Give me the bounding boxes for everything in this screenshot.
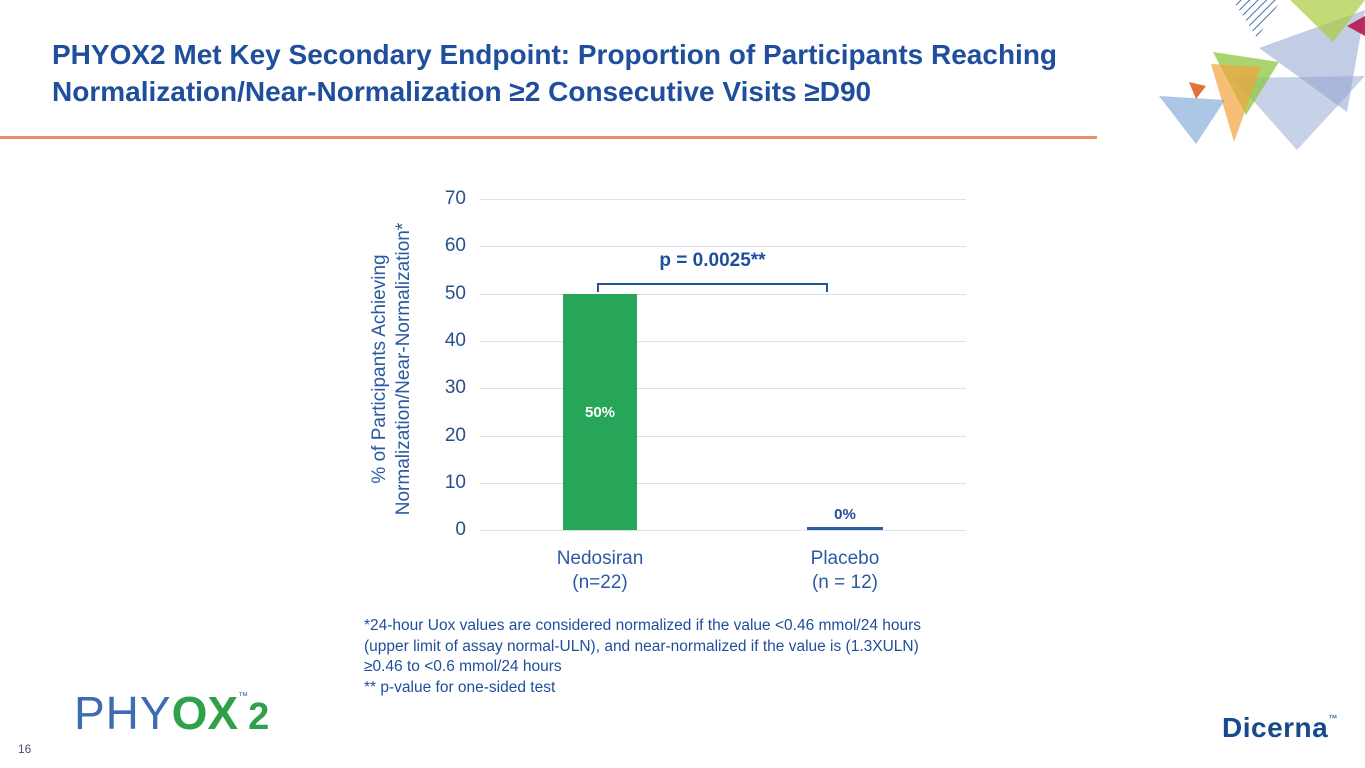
footnote-line-4: ** p-value for one-sided test — [364, 678, 556, 696]
x-category-nedosiran-count: (n=22) — [572, 572, 628, 593]
title-divider-line — [0, 136, 1097, 139]
x-category-placebo-count: (n = 12) — [811, 572, 878, 593]
gridline-70 — [480, 199, 966, 200]
lime-triangle-top — [1290, 0, 1365, 42]
footnote-line-1: *24-hour Uox values are considered norma… — [364, 617, 922, 634]
y-tick-50: 50 — [444, 283, 466, 304]
footnote-block: *24-hour Uox values are considered norma… — [364, 616, 1004, 698]
x-category-placebo: Placebo (n = 12) — [765, 547, 925, 595]
striped-triangle — [1233, 0, 1281, 38]
y-tick-30: 30 — [444, 377, 466, 398]
p-value-annotation: p = 0.0025** — [659, 250, 766, 271]
dicerna-logo-trademark: ™ — [1328, 713, 1338, 723]
y-tick-40: 40 — [444, 330, 466, 351]
y-tick-10: 10 — [444, 472, 466, 493]
x-category-nedosiran-name: Nedosiran — [556, 548, 644, 569]
footnote-line-2: (upper limit of assay normal-ULN), and n… — [364, 637, 919, 655]
gridline-50 — [480, 294, 966, 295]
lightblue-triangle — [1159, 96, 1225, 144]
phyox2-logo-trademark: ™ — [238, 691, 249, 702]
y-tick-60: 60 — [444, 235, 466, 256]
gridline-10 — [480, 483, 966, 484]
triangles-decoration-graphic — [1159, 0, 1365, 150]
bar-placebo-value-label: 0% — [834, 506, 856, 523]
bar-nedosiran: 50% — [563, 294, 637, 530]
phyox2-logo-2: 2 — [248, 696, 271, 738]
gridline-0 — [480, 530, 966, 531]
y-axis-label-line2: Normalization/Near-Normalization* — [393, 222, 414, 516]
p-value-bracket — [597, 283, 828, 292]
gridline-60 — [480, 246, 966, 247]
phyox2-logo-phy: PHY — [74, 687, 172, 739]
gridline-40 — [480, 341, 966, 342]
phyox2-logo-ox: OX — [171, 687, 239, 739]
x-category-placebo-name: Placebo — [810, 548, 880, 569]
lavender-triangle-lower — [1233, 76, 1365, 150]
slide-title: PHYOX2 Met Key Secondary Endpoint: Propo… — [52, 39, 1058, 108]
bar-nedosiran-value-label: 50% — [584, 404, 616, 421]
bar-placebo — [807, 527, 883, 530]
gridline-30 — [480, 388, 966, 389]
amber-triangle — [1211, 64, 1261, 142]
footnote-line-3: ≥0.46 to <0.6 mmol/24 hours — [364, 658, 562, 675]
y-tick-70: 70 — [444, 188, 466, 209]
y-tick-20: 20 — [444, 425, 466, 446]
y-axis-label-line1: % of Participants Achieving — [369, 254, 390, 484]
x-category-nedosiran: Nedosiran (n=22) — [520, 547, 680, 595]
y-axis-label: % of Participants Achieving Normalizatio… — [368, 189, 418, 549]
phyox2-logo: PHYOX™2 — [74, 686, 270, 740]
small-orange-triangle — [1189, 82, 1206, 99]
crimson-triangle — [1347, 16, 1365, 36]
dicerna-logo-text: Dicerna — [1222, 712, 1329, 743]
y-tick-0: 0 — [455, 519, 466, 540]
dicerna-logo: Dicerna™ — [1222, 712, 1338, 744]
page-number: 16 — [18, 742, 32, 756]
gridline-20 — [480, 436, 966, 437]
